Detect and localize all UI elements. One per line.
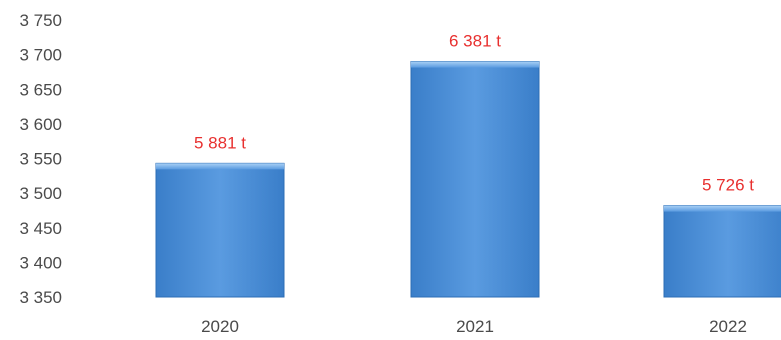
y-tick-label: 3 650 bbox=[19, 80, 62, 99]
x-tick-label: 2022 bbox=[709, 317, 747, 336]
y-axis: 3 350 3 400 3 450 3 500 3 550 3 600 3 650 3 700… bbox=[19, 11, 62, 307]
x-axis: 2020 2021 2022 bbox=[201, 317, 747, 336]
bars bbox=[155, 61, 781, 298]
y-tick-label: 3 600 bbox=[19, 115, 62, 134]
bar-2020 bbox=[155, 162, 285, 298]
y-tick-label: 3 450 bbox=[19, 219, 62, 238]
data-label: 5 726 t bbox=[702, 176, 754, 195]
y-tick-label: 3 700 bbox=[19, 46, 62, 65]
y-tick-label: 3 500 bbox=[19, 184, 62, 203]
x-tick-label: 2020 bbox=[201, 317, 239, 336]
bar-highlight bbox=[156, 163, 284, 170]
data-labels: 5 881 t 6 381 t 5 726 t bbox=[194, 32, 754, 195]
bar-highlight bbox=[664, 205, 781, 212]
data-label: 5 881 t bbox=[194, 133, 246, 152]
y-tick-label: 3 550 bbox=[19, 150, 62, 169]
bar-2022 bbox=[663, 205, 781, 298]
x-tick-label: 2021 bbox=[456, 317, 494, 336]
y-tick-label: 3 750 bbox=[19, 11, 62, 30]
data-label: 6 381 t bbox=[449, 32, 501, 51]
bar-2021 bbox=[410, 61, 540, 298]
bar-rect bbox=[663, 205, 781, 298]
bar-rect bbox=[410, 61, 540, 298]
bar-rect bbox=[155, 162, 285, 298]
bar-highlight bbox=[411, 61, 539, 68]
y-tick-label: 3 350 bbox=[19, 288, 62, 307]
y-tick-label: 3 400 bbox=[19, 253, 62, 272]
